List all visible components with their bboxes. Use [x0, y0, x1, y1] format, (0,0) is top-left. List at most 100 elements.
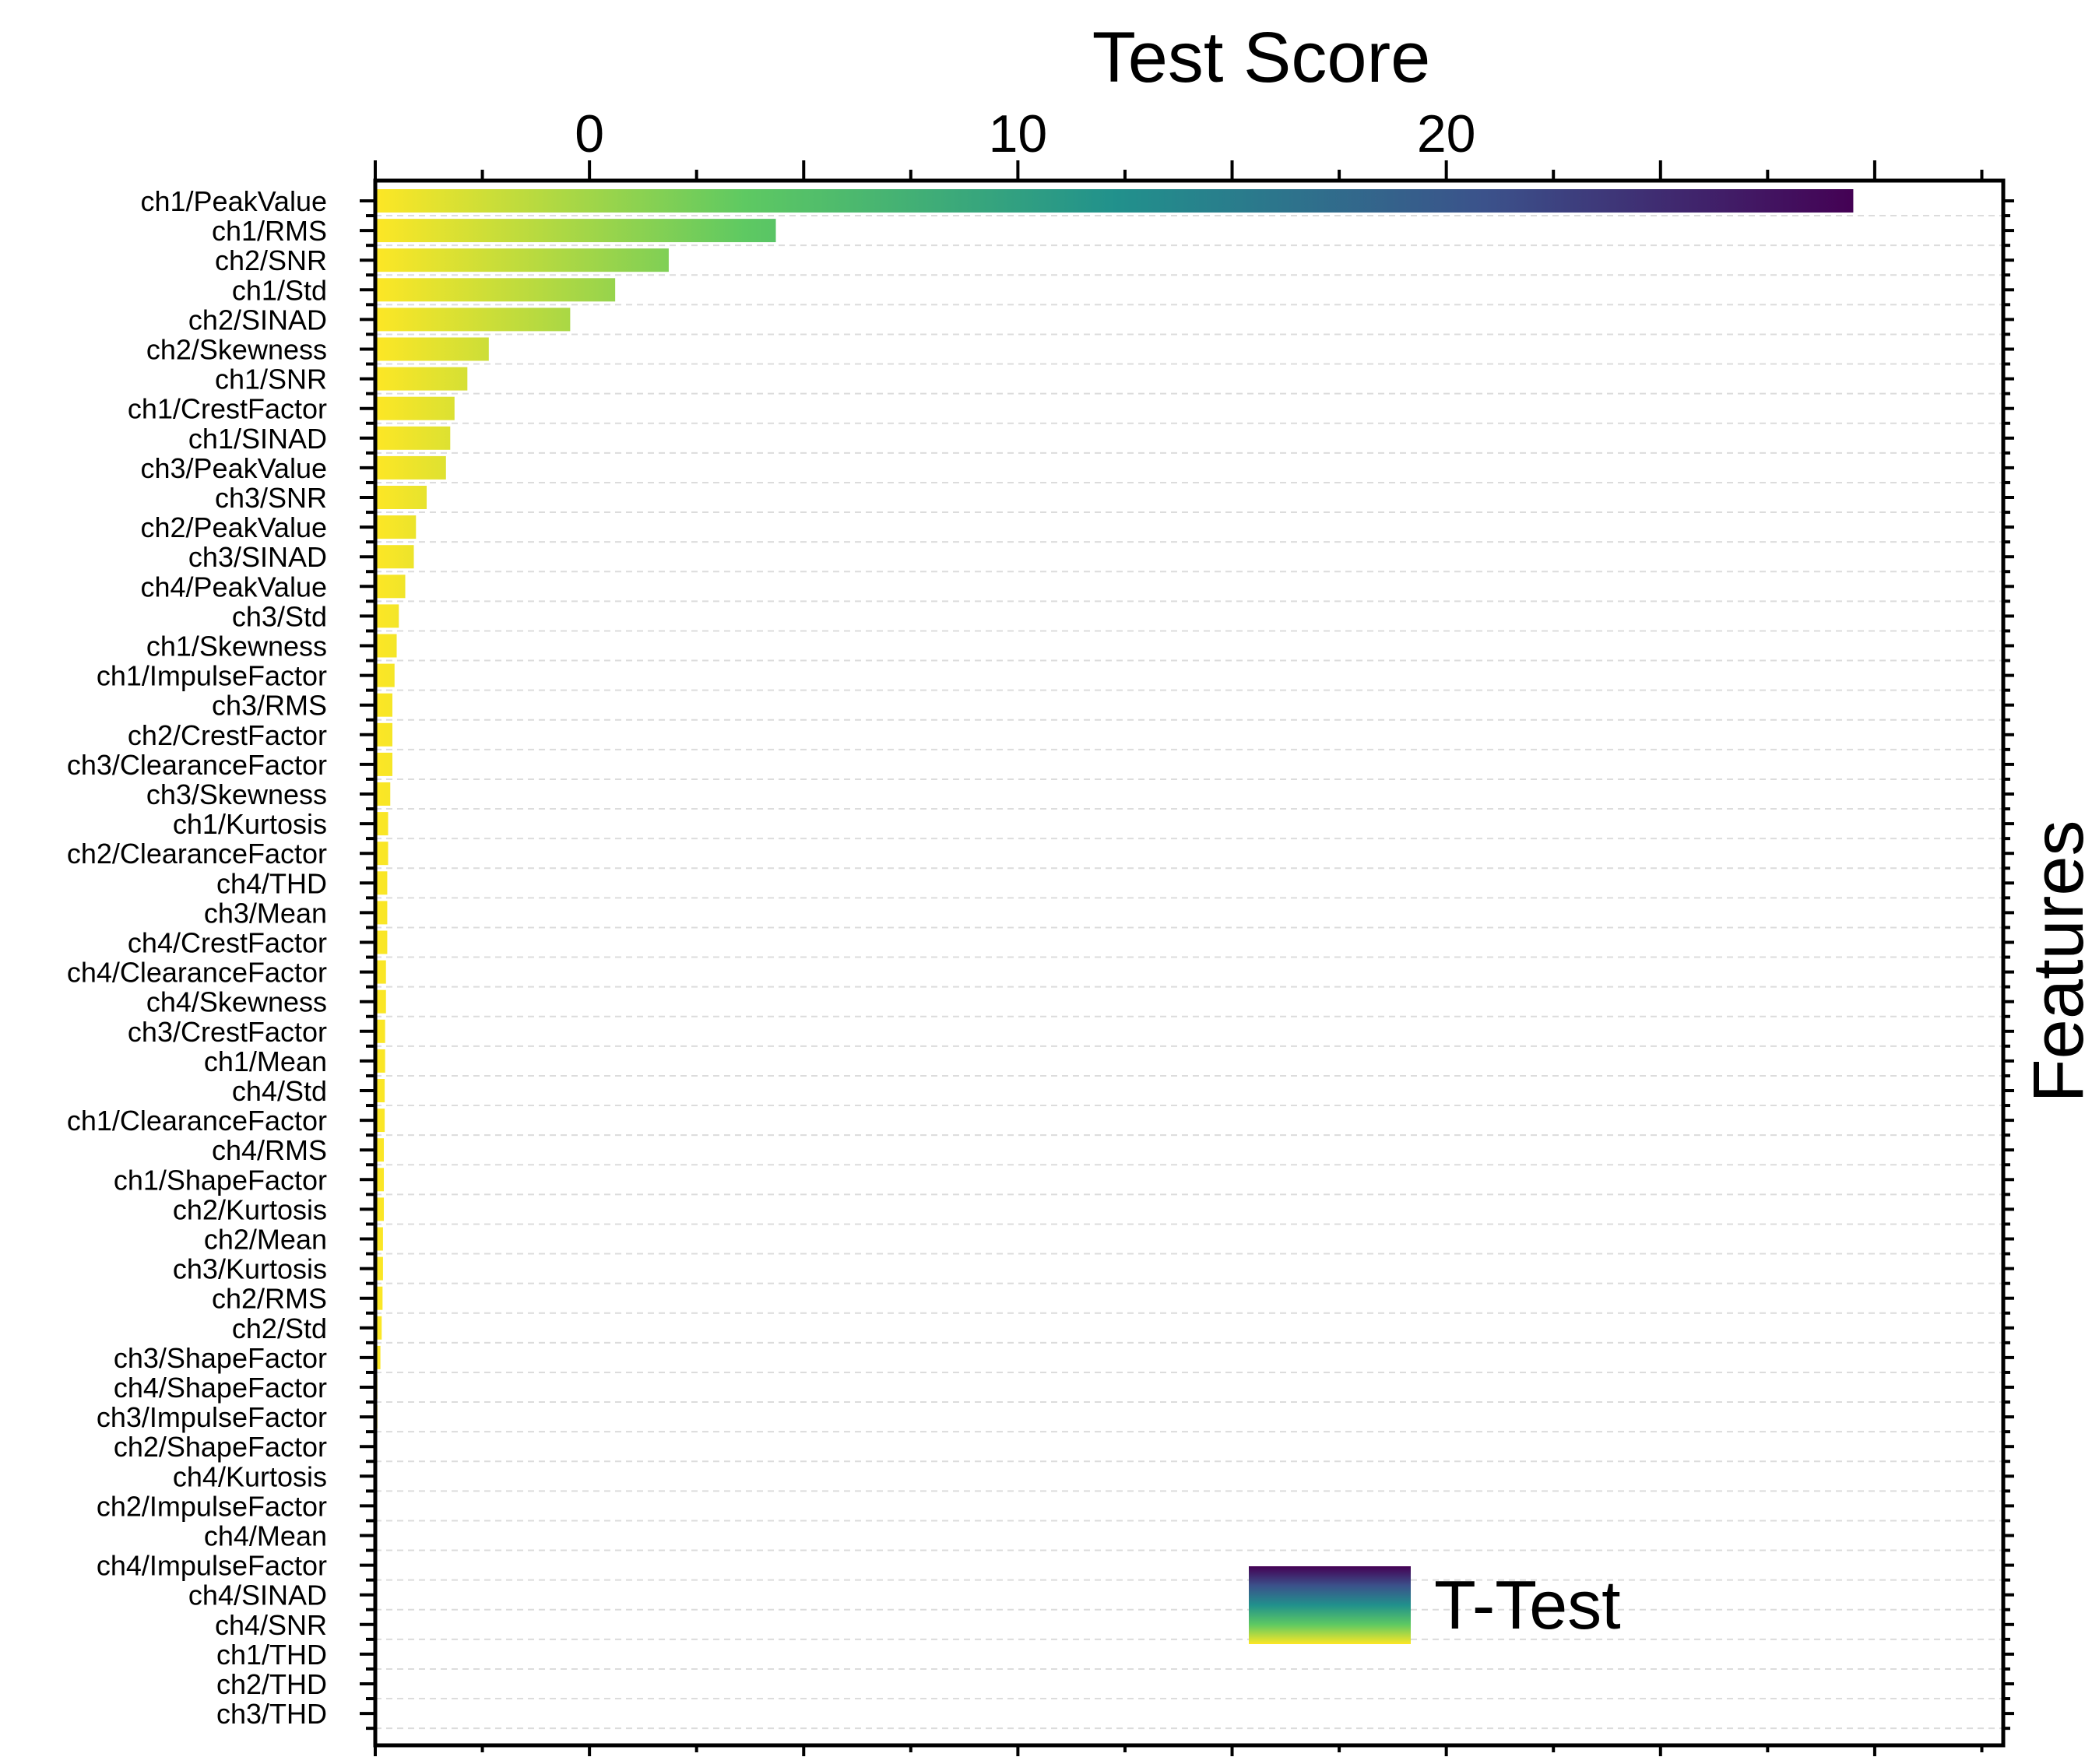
x-tick-label: 10 — [989, 104, 1048, 163]
category-label: ch1/SNR — [215, 364, 327, 395]
bar-ch1-mean — [375, 1049, 385, 1073]
category-label: ch3/THD — [216, 1698, 327, 1730]
bar-ch3-skewness — [375, 782, 391, 806]
category-label: ch2/SNR — [215, 244, 327, 276]
x-ticks — [374, 160, 1984, 1756]
bar-ch2-sinad — [375, 307, 571, 332]
category-label: ch3/Mean — [204, 897, 327, 929]
bar-ch1-std — [375, 278, 616, 302]
bar-ch4-rms — [375, 1138, 385, 1162]
bar-ch2-rms — [375, 1286, 383, 1310]
bar-ch1-rms — [375, 219, 776, 243]
category-label: ch4/Skewness — [146, 986, 327, 1018]
category-label: ch1/Std — [232, 274, 327, 306]
category-label: ch3/SNR — [215, 482, 327, 514]
category-label: ch2/CrestFactor — [128, 719, 327, 751]
bar-ch4-skewness — [375, 989, 386, 1014]
bar-ch4-thd — [375, 871, 388, 895]
category-label: ch3/PeakValue — [140, 452, 327, 484]
bar-ch2-crestfactor — [375, 722, 393, 747]
category-label: ch2/ShapeFactor — [114, 1431, 327, 1463]
bar-ch2-clearancefactor — [375, 842, 389, 866]
category-label: ch1/ShapeFactor — [114, 1164, 327, 1196]
category-label: ch4/ShapeFactor — [114, 1372, 327, 1404]
category-label: ch4/ImpulseFactor — [97, 1550, 327, 1582]
bar-ch2-std — [375, 1316, 382, 1340]
bar-ch2-kurtosis — [375, 1197, 385, 1221]
legend: T-Test — [1249, 1566, 1621, 1644]
bar-ch1-peakvalue — [375, 189, 1854, 213]
category-label: ch3/Kurtosis — [173, 1253, 327, 1285]
category-label: ch4/SNR — [215, 1609, 327, 1641]
bars — [375, 189, 1854, 1636]
x-tick-label: 20 — [1417, 104, 1476, 163]
category-label: ch2/Std — [232, 1312, 327, 1344]
category-label: ch3/CrestFactor — [128, 1016, 327, 1048]
bar-ch3-mean — [375, 901, 388, 925]
category-label: ch2/THD — [216, 1668, 327, 1700]
category-label: ch1/Kurtosis — [173, 808, 327, 840]
category-label: ch4/Kurtosis — [173, 1460, 327, 1492]
category-label: ch2/Mean — [204, 1224, 327, 1256]
category-label: ch4/CrestFactor — [128, 927, 327, 959]
category-label: ch4/PeakValue — [140, 571, 327, 603]
category-label: ch1/Mean — [204, 1045, 327, 1077]
bar-ch3-peakvalue — [375, 455, 446, 480]
y-ticks — [360, 199, 2014, 1731]
category-label: ch1/ClearanceFactor — [67, 1105, 327, 1137]
category-label: ch4/SINAD — [188, 1580, 327, 1611]
category-label: ch3/Skewness — [146, 778, 327, 810]
category-label: ch1/ImpulseFactor — [97, 660, 327, 692]
bar-ch2-snr — [375, 248, 669, 272]
bar-ch3-rms — [375, 693, 393, 717]
bar-ch3-snr — [375, 486, 427, 509]
category-label: ch3/RMS — [212, 690, 327, 722]
bar-ch4-clearancefactor — [375, 960, 386, 984]
category-label: ch2/PeakValue — [140, 511, 327, 543]
bar-ch3-clearancefactor — [375, 752, 393, 776]
category-label: ch3/SINAD — [188, 541, 327, 573]
category-label: ch3/ImpulseFactor — [97, 1401, 327, 1433]
bar-ch1-crestfactor — [375, 396, 455, 420]
bar-ch3-std — [375, 604, 399, 628]
category-label: ch3/ClearanceFactor — [67, 749, 327, 781]
category-label: ch3/Std — [232, 600, 327, 632]
bar-ch2-skewness — [375, 337, 489, 361]
bar-ch3-kurtosis — [375, 1256, 383, 1281]
x-tick-label: 0 — [575, 104, 604, 163]
bar-ch4-std — [375, 1079, 385, 1102]
category-label: ch2/ImpulseFactor — [97, 1490, 327, 1522]
category-label: ch2/ClearanceFactor — [67, 838, 327, 870]
bar-ch3-crestfactor — [375, 1019, 385, 1043]
category-label: ch1/Skewness — [146, 631, 327, 662]
bar-ch1-shapefactor — [375, 1168, 385, 1192]
legend-swatch — [1249, 1566, 1411, 1644]
bar-ch1-kurtosis — [375, 812, 389, 836]
category-label: ch2/SINAD — [188, 304, 327, 336]
bar-ch4-crestfactor — [375, 930, 388, 954]
grid-lines — [375, 215, 2003, 1730]
category-label: ch2/Kurtosis — [173, 1193, 327, 1225]
category-label: ch1/SINAD — [188, 423, 327, 455]
bar-ch1-clearancefactor — [375, 1109, 385, 1133]
category-label: ch2/RMS — [212, 1283, 327, 1315]
bar-ch1-sinad — [375, 426, 451, 450]
category-label: ch1/PeakValue — [140, 185, 327, 217]
category-label: ch1/CrestFactor — [128, 393, 327, 425]
bar-ch4-peakvalue — [375, 575, 406, 599]
plot-frame — [373, 178, 2006, 1748]
bar-ch3-shapefactor — [375, 1345, 381, 1369]
category-label: ch4/Std — [232, 1075, 327, 1107]
bar-ch3-sinad — [375, 545, 414, 569]
category-label: ch1/THD — [216, 1639, 327, 1671]
bar-ch1-snr — [375, 367, 468, 391]
bar-ch1-impulsefactor — [375, 663, 395, 687]
y-axis-title: Features — [2019, 820, 2098, 1102]
category-label: ch3/ShapeFactor — [114, 1342, 327, 1374]
category-label: ch4/ClearanceFactor — [67, 957, 327, 989]
category-label: ch4/Mean — [204, 1520, 327, 1552]
x-axis-title: Test Score — [1092, 18, 1431, 97]
bar-ch2-mean — [375, 1227, 383, 1251]
legend-label: T-Test — [1434, 1566, 1621, 1643]
